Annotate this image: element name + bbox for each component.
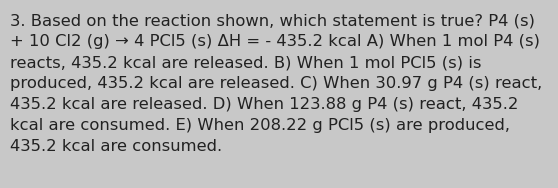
Text: 3. Based on the reaction shown, which statement is true? P4 (s)
+ 10 Cl2 (g) → 4: 3. Based on the reaction shown, which st… bbox=[10, 13, 542, 154]
